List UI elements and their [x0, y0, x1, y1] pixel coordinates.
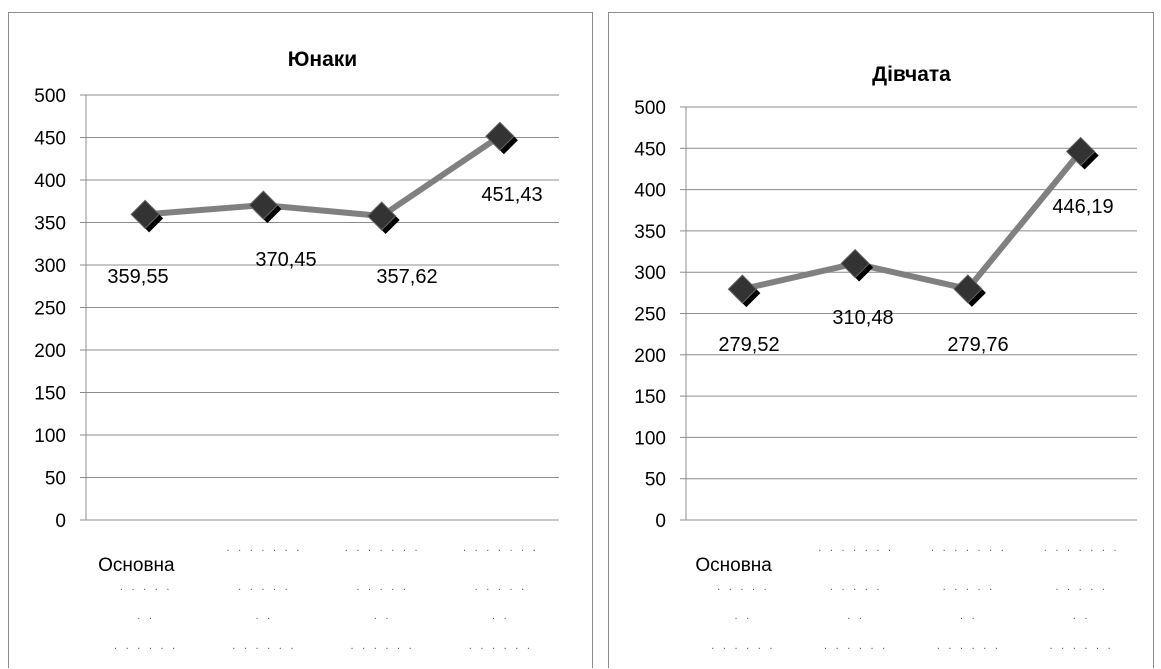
- x-label-artifact: . . . . . . .: [226, 544, 302, 553]
- y-tick-label: 150: [34, 384, 66, 405]
- y-tick-label: 400: [634, 181, 666, 202]
- series-line: [741, 149, 1083, 293]
- data-point-marker: [840, 248, 870, 279]
- x-label-artifact: . . . . . . .: [817, 544, 893, 553]
- chart-title: Дівчата: [872, 63, 951, 86]
- data-label: 279,76: [947, 334, 1008, 356]
- x-label-artifact: . .: [734, 612, 751, 621]
- data-label: 451,43: [481, 184, 542, 206]
- y-tick-label: 250: [634, 305, 666, 326]
- data-point-marker: [485, 121, 515, 151]
- y-tick-label: 50: [645, 470, 666, 491]
- line-chart-svg: Юнаки 0 50 100 150 200 250 300 350 400 450 500 Основ…: [34, 48, 559, 651]
- x-label-artifact: . .: [846, 612, 863, 621]
- x-label-artifact: . . . . . . .: [930, 544, 1006, 553]
- x-label-artifact: . . . . . .: [1049, 642, 1113, 651]
- y-tick-label: 400: [34, 171, 66, 192]
- data-label: 357,62: [376, 266, 437, 288]
- x-label-artifact: . . . . . . .: [1043, 544, 1119, 553]
- data-point-marker: [366, 201, 397, 231]
- y-tick-label: 500: [34, 86, 66, 107]
- y-tick-label: 0: [655, 511, 666, 532]
- x-label-artifact: . . . . . .: [823, 642, 887, 651]
- x-label-artifact: . .: [255, 612, 272, 621]
- x-label-artifact: . .: [1072, 612, 1089, 621]
- y-tick-label: 350: [34, 214, 66, 235]
- y-tick-label: 500: [634, 98, 666, 119]
- x-label-artifact: . . . . .: [237, 583, 289, 592]
- data-label: 446,19: [1052, 196, 1113, 218]
- y-tick-label: 300: [634, 263, 666, 284]
- y-tick-label: 100: [34, 426, 66, 447]
- data-point-marker: [248, 190, 279, 220]
- data-label: 359,55: [107, 266, 168, 288]
- y-tick-label: 100: [634, 428, 666, 449]
- x-label-artifact: . .: [136, 612, 153, 621]
- data-label: 310,48: [832, 307, 893, 329]
- x-label-artifact: . . . . . .: [468, 642, 532, 651]
- x-label-artifact: . . . . . .: [113, 642, 177, 651]
- chart-panel-boys: Юнаки 0 50 100 150 200 250 300 350 400 450 500 Основ…: [8, 12, 593, 668]
- y-tick-label: 150: [634, 387, 666, 408]
- chart-title: Юнаки: [288, 48, 357, 71]
- y-tick-label: 250: [34, 299, 66, 320]
- x-category-label: Основна: [695, 555, 772, 576]
- data-label: 279,52: [718, 334, 779, 356]
- data-point-marker: [1065, 136, 1096, 167]
- x-label-artifact: . . . . .: [1054, 583, 1106, 592]
- x-label-artifact: . . . . .: [355, 583, 407, 592]
- y-tick-label: 450: [634, 139, 666, 160]
- data-point-marker: [953, 274, 983, 304]
- x-label-artifact: . . . . .: [942, 583, 994, 592]
- x-category-label: Основна: [98, 555, 175, 576]
- y-tick-label: 350: [634, 222, 666, 243]
- data-point-marker: [130, 199, 160, 230]
- data-label: 370,45: [255, 249, 316, 271]
- line-chart-svg: Дівчата 0 50 100 150 200 250 300 350 400 450 500 Осн…: [634, 63, 1137, 651]
- data-point-marker: [727, 274, 758, 304]
- y-tick-label: 0: [55, 511, 66, 532]
- x-label-artifact: . . . . .: [716, 583, 768, 592]
- y-tick-label: 450: [34, 129, 66, 150]
- x-label-artifact: . .: [491, 612, 508, 621]
- x-label-artifact: . . . . .: [829, 583, 881, 592]
- x-label-artifact: . . . . . .: [350, 642, 414, 651]
- x-label-artifact: . . . . . . .: [462, 544, 538, 553]
- x-label-artifact: . .: [373, 612, 390, 621]
- x-label-artifact: . . . . .: [119, 583, 171, 592]
- x-label-artifact: . . . . . .: [231, 642, 295, 651]
- series-line: [144, 133, 502, 220]
- y-tick-label: 200: [634, 346, 666, 367]
- x-label-artifact: . . . . . .: [936, 642, 1000, 651]
- x-label-artifact: . .: [959, 612, 976, 621]
- x-label-artifact: . . . . . .: [710, 642, 774, 651]
- x-label-artifact: . . . . . . .: [344, 544, 420, 553]
- y-tick-label: 200: [34, 341, 66, 362]
- y-tick-label: 300: [34, 256, 66, 277]
- chart-panel-girls: Дівчата 0 50 100 150 200 250 300 350 400 450 500 Осн…: [608, 12, 1154, 668]
- x-label-artifact: . . . . .: [474, 583, 526, 592]
- y-tick-label: 50: [45, 469, 66, 490]
